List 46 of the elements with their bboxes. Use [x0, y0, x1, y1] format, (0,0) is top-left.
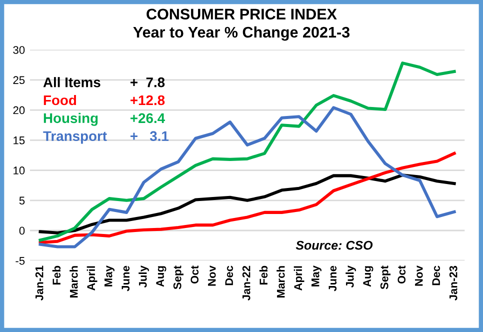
x-tick-label: May	[104, 266, 114, 286]
x-tick-label: Jan-23	[449, 266, 458, 301]
x-tick-label: Oct	[398, 266, 406, 284]
text: All Items	[43, 77, 100, 88]
text: Food	[44, 94, 76, 106]
x-tick-label: Sept	[173, 266, 184, 290]
x-tick-label: Sept	[380, 266, 390, 290]
x-tick-label: April	[294, 266, 304, 291]
x-tick-label: Dec	[432, 266, 440, 286]
y-tick-label: 15	[14, 136, 25, 144]
y-tick-label: 5	[19, 196, 25, 205]
annotation: Source: CSO	[296, 240, 373, 250]
text: Housing	[44, 112, 98, 126]
annotation: + 7.8	[130, 77, 165, 88]
x-tick-label: April	[86, 266, 98, 291]
x-tick-label: Jan-21	[35, 266, 44, 301]
annotation: + 3.1	[130, 131, 169, 142]
line-series	[38, 62, 456, 242]
x-tick-label: Jan-22	[242, 266, 250, 301]
annotation: +12.8	[130, 95, 165, 106]
y-tick-label: -5	[16, 257, 25, 265]
x-tick-label: June	[122, 266, 130, 292]
x-tick-label: Aug	[156, 266, 166, 287]
x-tick-label: Feb	[259, 266, 268, 284]
x-tick-label: Feb	[52, 266, 61, 284]
chart-title: CONSUMER PRICE INDEX Year to Year % Change 2021-3	[133, 8, 350, 41]
x-tick-label: Nov	[415, 266, 423, 286]
x-tick-label: Nov	[208, 266, 216, 286]
x-tick-label: March	[276, 266, 285, 298]
annotation: +26.4	[130, 113, 165, 124]
x-tick-label: June	[328, 266, 337, 292]
x-tick-label: Oct	[190, 266, 199, 284]
x-tick-label: March	[70, 266, 78, 298]
y-tick-label: 0	[19, 226, 25, 235]
line-series	[38, 106, 456, 248]
y-tick-label: 30	[13, 46, 25, 54]
y-tick-label: 10	[14, 166, 25, 174]
y-tick-label: 20	[13, 106, 25, 114]
x-tick-label: May	[312, 266, 322, 286]
x-tick-label: Aug	[363, 266, 374, 287]
y-tick-label: 25	[13, 76, 25, 84]
x-tick-label: July	[346, 266, 356, 288]
x-tick-label: Dec	[225, 266, 234, 286]
text: Transport	[43, 131, 107, 144]
line-series	[38, 174, 456, 234]
x-tick-label: July	[138, 266, 149, 288]
